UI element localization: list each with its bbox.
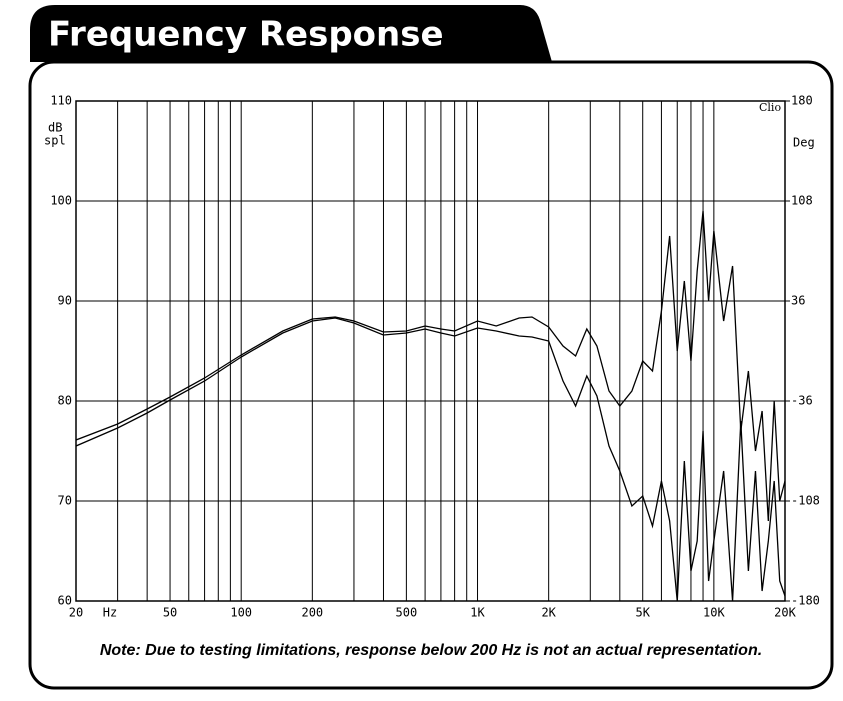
plot-frame: [75, 100, 786, 602]
y2-label: Deg: [793, 136, 815, 150]
annotation: Clio: [759, 101, 781, 114]
y-tick-label: 80: [58, 394, 72, 408]
chart-title: Frequency Response: [48, 15, 444, 55]
y-tick-label: 110: [50, 94, 72, 108]
x-tick-label: 2K: [541, 606, 556, 620]
series-line: [76, 317, 785, 601]
y-tick-label: 90: [58, 294, 72, 308]
y-tick-label: 100: [50, 194, 72, 208]
y-tick-label: 70: [58, 494, 72, 508]
y2-tick-label: 108: [791, 194, 813, 208]
y2-tick-label: -108: [791, 494, 820, 508]
y2-tick-label: 180: [791, 94, 813, 108]
x-tick-label: 100: [230, 606, 252, 620]
x-tick-label: 20K: [774, 606, 796, 620]
y-label: dB: [48, 121, 62, 135]
y-label: spl: [44, 134, 66, 148]
header-tab: [30, 5, 552, 62]
x-tick-label: 10K: [703, 606, 725, 620]
x-tick-label: 500: [396, 606, 418, 620]
y2-tick-label: -36: [791, 394, 813, 408]
x-tick-label: 20: [69, 606, 83, 620]
x-tick-label: 200: [301, 606, 323, 620]
panel: [28, 60, 834, 690]
y2-tick-label: 36: [791, 294, 805, 308]
y2-tick-label: -180: [791, 594, 820, 608]
x-label: Hz: [103, 606, 117, 620]
x-tick-label: 5K: [635, 606, 650, 620]
x-tick-label: 50: [163, 606, 177, 620]
x-tick-label: 1K: [470, 606, 485, 620]
y-tick-label: 60: [58, 594, 72, 608]
series-line: [76, 210, 785, 522]
note: Note: Due to testing limitations, respon…: [100, 642, 762, 659]
